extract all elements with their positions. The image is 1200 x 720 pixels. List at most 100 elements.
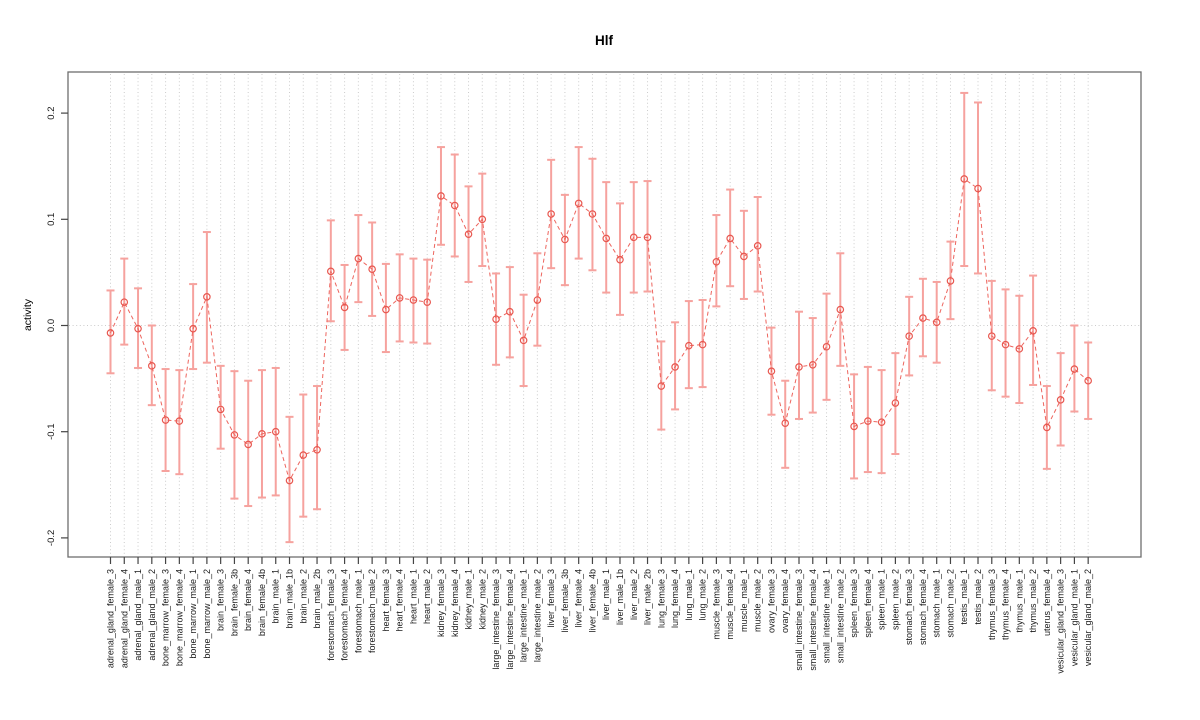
x-tick-label: ovary_female_3 xyxy=(766,569,776,633)
data-point xyxy=(974,184,982,193)
x-tick-label: forestomach_male_2 xyxy=(367,569,377,653)
data-point xyxy=(987,332,996,340)
data-point xyxy=(698,340,707,349)
data-point xyxy=(588,210,597,218)
data-point xyxy=(1001,340,1010,349)
data-point xyxy=(712,257,721,266)
x-tick-label: ovary_female_4 xyxy=(780,569,790,633)
x-tick-label: liver_male_2b xyxy=(643,569,653,625)
data-point xyxy=(409,296,418,304)
data-point xyxy=(106,329,115,337)
x-tick-label: small_intestine_male_1 xyxy=(822,569,832,663)
data-point xyxy=(574,199,583,208)
y-tick-label: 0.1 xyxy=(46,213,57,226)
data-point xyxy=(492,315,500,323)
data-point xyxy=(1015,345,1024,353)
x-tick-label: heart_male_2 xyxy=(422,569,432,624)
chart-title: Hlf xyxy=(595,33,614,48)
y-tick-label: 0.2 xyxy=(46,106,57,119)
x-tick-label: muscle_male_2 xyxy=(753,569,763,632)
x-tick-label: brain_female_3 xyxy=(216,569,226,631)
data-point xyxy=(602,234,611,243)
x-tick-label: heart_male_1 xyxy=(408,569,418,624)
data-point xyxy=(437,192,445,200)
data-point xyxy=(657,382,666,390)
data-point xyxy=(850,422,858,431)
data-point xyxy=(726,234,734,243)
x-tick-label: liver_male_2 xyxy=(629,569,639,620)
x-tick-label: vesicular_gland_male_1 xyxy=(1069,569,1079,666)
data-point xyxy=(519,336,528,345)
x-tick-label: kidney_male_1 xyxy=(464,569,474,630)
x-tick-label: liver_female_4b xyxy=(587,569,597,633)
x-tick-label: spleen_male_1 xyxy=(877,569,887,630)
data-point xyxy=(1056,396,1065,404)
data-point xyxy=(203,293,211,301)
y-axis-label: activity xyxy=(22,298,34,331)
data-point xyxy=(299,451,308,459)
y-tick-label: -0.1 xyxy=(46,424,57,440)
data-point xyxy=(960,175,969,183)
x-tick-label: liver_female_3b xyxy=(560,569,570,633)
data-point xyxy=(175,417,184,425)
x-tick-label: spleen_female_3 xyxy=(849,569,859,638)
data-point xyxy=(368,265,376,274)
x-tick-label: brain_female_4b xyxy=(257,569,267,636)
x-tick-label: adrenal_gland_male_1 xyxy=(133,569,143,661)
data-point xyxy=(395,294,404,302)
x-tick-label: large_intestine_female_3 xyxy=(491,569,501,670)
data-point xyxy=(533,296,542,304)
x-tick-label: kidney_female_4 xyxy=(450,569,460,637)
data-point xyxy=(478,215,487,224)
data-point xyxy=(629,233,638,242)
data-point xyxy=(643,233,652,242)
data-point xyxy=(616,255,624,264)
x-tick-label: testis_male_1 xyxy=(959,569,969,625)
x-tick-label: small_intestine_female_4 xyxy=(808,569,818,671)
data-point xyxy=(685,341,693,350)
y-tick-label: 0.0 xyxy=(46,319,57,332)
x-tick-label: large_intestine_male_2 xyxy=(532,569,542,662)
x-tick-label: stomach_male_1 xyxy=(932,569,942,638)
x-tick-label: vesicular_gland_female_3 xyxy=(1056,569,1066,674)
data-layer xyxy=(106,91,1093,544)
x-tick-label: adrenal_gland_female_3 xyxy=(106,569,116,668)
x-tick-label: brain_male_1 xyxy=(271,569,281,624)
data-point xyxy=(1043,423,1051,432)
data-point xyxy=(891,399,900,407)
x-tick-label: liver_male_1 xyxy=(601,569,611,620)
x-tick-label: kidney_female_3 xyxy=(436,569,446,637)
data-point xyxy=(1029,327,1037,335)
x-tick-label: thymus_male_1 xyxy=(1014,569,1024,633)
x-tick-label: uterus_female_4 xyxy=(1042,569,1052,636)
x-tick-label: forestomach_male_1 xyxy=(353,569,363,653)
data-point xyxy=(450,201,459,210)
x-tick-label: lung_male_2 xyxy=(698,569,708,621)
x-tick-label: lung_female_3 xyxy=(656,569,666,628)
x-tick-label: bone_marrow_male_2 xyxy=(202,569,212,659)
data-point xyxy=(1070,365,1079,373)
data-point xyxy=(671,363,679,371)
x-tick-label: stomach_female_4 xyxy=(918,569,928,645)
data-point xyxy=(189,324,197,333)
x-tick-label: adrenal_gland_female_4 xyxy=(119,569,129,668)
x-tick-label: bone_marrow_male_1 xyxy=(188,569,198,659)
x-tick-label: liver_male_1b xyxy=(615,569,625,625)
data-point xyxy=(134,324,142,333)
grid-layer xyxy=(69,74,1140,556)
data-point xyxy=(864,417,872,425)
x-tick-label: stomach_female_3 xyxy=(904,569,914,645)
data-point xyxy=(148,362,156,370)
data-point xyxy=(919,314,927,322)
x-tick-label: bone_marrow_female_3 xyxy=(161,569,171,666)
x-tick-label: lung_male_1 xyxy=(684,569,694,621)
x-tick-label: liver_female_3 xyxy=(546,569,556,628)
data-point xyxy=(547,210,555,218)
data-point xyxy=(340,303,349,312)
data-point xyxy=(285,476,294,485)
data-point xyxy=(161,416,170,424)
x-tick-label: brain_male_2b xyxy=(312,569,322,629)
data-point xyxy=(423,298,432,306)
